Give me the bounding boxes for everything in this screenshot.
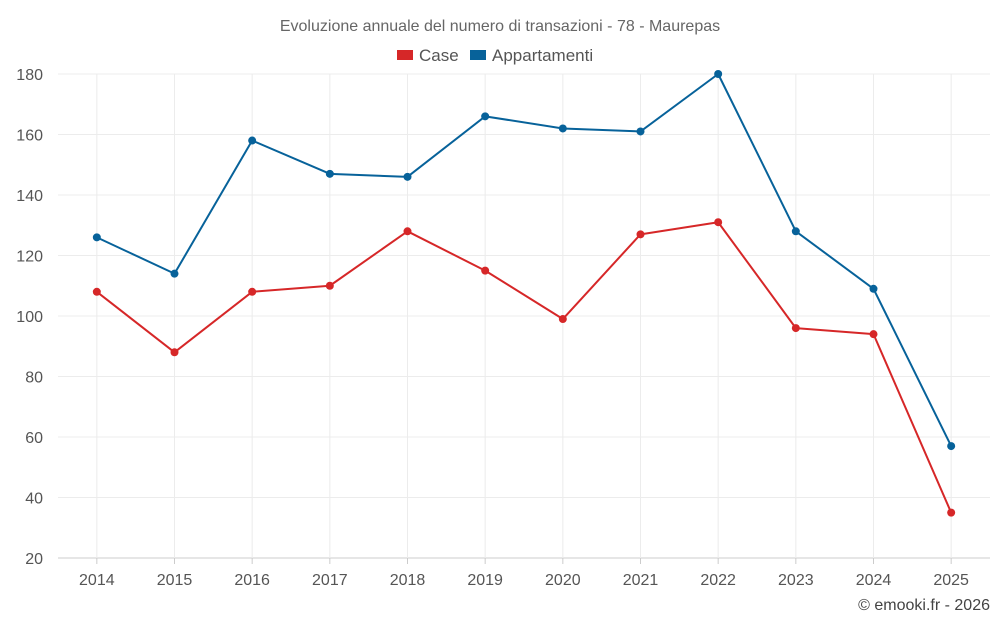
data-point[interactable] <box>791 324 800 333</box>
y-tick-label: 60 <box>25 430 43 447</box>
legend-swatch <box>397 50 413 60</box>
chart-title: Evoluzione annuale del numero di transaz… <box>280 18 720 35</box>
data-point[interactable] <box>170 348 179 357</box>
data-point[interactable] <box>325 281 334 290</box>
x-tick-label: 2017 <box>312 572 348 589</box>
series-appartamenti[interactable] <box>92 70 956 451</box>
data-point[interactable] <box>791 227 800 236</box>
legend-item-appartamenti[interactable]: Appartamenti <box>470 46 593 65</box>
data-point[interactable] <box>481 112 490 121</box>
y-tick-label: 20 <box>25 551 43 568</box>
credit-text: © emooki.fr - 2026 <box>858 597 990 614</box>
data-point[interactable] <box>636 230 645 239</box>
legend-label: Case <box>419 46 459 65</box>
data-point[interactable] <box>170 269 179 278</box>
data-point[interactable] <box>947 508 956 517</box>
data-point[interactable] <box>869 284 878 293</box>
x-tick-label: 2016 <box>234 572 270 589</box>
data-point[interactable] <box>481 266 490 275</box>
data-point[interactable] <box>92 233 101 242</box>
series-line-appartamenti[interactable] <box>96 73 953 447</box>
data-point[interactable] <box>325 169 334 178</box>
y-tick-label: 40 <box>25 491 43 508</box>
y-tick-label: 100 <box>16 309 43 326</box>
data-point[interactable] <box>248 136 257 145</box>
axes: 20 40 60 80 100 120 140 160 180 2014 2015 2016 2017 2… <box>16 67 969 589</box>
y-tick-label: 140 <box>16 188 43 205</box>
series-line-case[interactable] <box>96 221 953 514</box>
data-point[interactable] <box>636 127 645 136</box>
x-tick-label: 2018 <box>390 572 426 589</box>
series-layer <box>92 70 956 517</box>
x-tick-label: 2022 <box>700 572 736 589</box>
data-point[interactable] <box>947 442 956 451</box>
x-tick-label: 2020 <box>545 572 581 589</box>
data-point[interactable] <box>92 287 101 296</box>
x-tick-label: 2015 <box>157 572 193 589</box>
x-tick-label: 2021 <box>623 572 659 589</box>
data-point[interactable] <box>403 172 412 181</box>
x-tick-label: 2025 <box>933 572 969 589</box>
x-tick-label: 2019 <box>467 572 503 589</box>
legend-swatch <box>470 50 486 60</box>
data-point[interactable] <box>869 330 878 339</box>
x-tick-label: 2024 <box>856 572 892 589</box>
legend-label: Appartamenti <box>492 46 593 65</box>
y-tick-label: 80 <box>25 370 43 387</box>
y-tick-label: 180 <box>16 67 43 84</box>
data-point[interactable] <box>558 315 567 324</box>
y-tick-label: 160 <box>16 128 43 145</box>
data-point[interactable] <box>558 124 567 133</box>
data-point[interactable] <box>248 287 257 296</box>
series-case[interactable] <box>92 218 956 517</box>
data-point[interactable] <box>714 218 723 227</box>
x-tick-label: 2023 <box>778 572 814 589</box>
data-point[interactable] <box>714 70 723 78</box>
legend[interactable]: Case Appartamenti <box>397 46 593 65</box>
legend-item-case[interactable]: Case <box>397 46 459 65</box>
grid <box>58 73 990 559</box>
x-tick-label: 2014 <box>79 572 115 589</box>
y-tick-label: 120 <box>16 249 43 266</box>
data-point[interactable] <box>403 227 412 236</box>
